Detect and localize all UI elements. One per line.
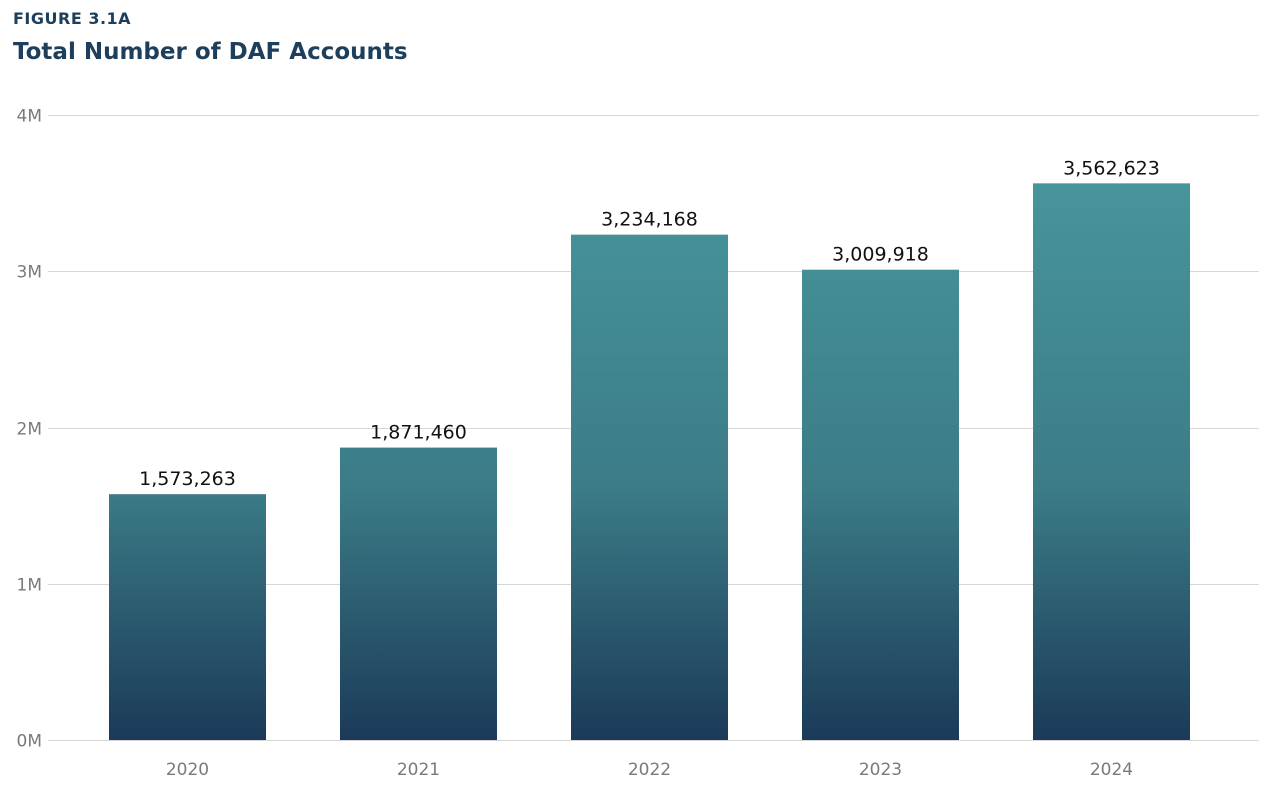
value-label-2021: 1,871,460 <box>370 422 467 444</box>
value-label-2023: 3,009,918 <box>832 244 929 266</box>
bar-2021 <box>340 447 497 740</box>
bar-2020 <box>109 494 266 740</box>
value-labels: 1,573,263 1,871,460 3,234,168 3,009,918 3,56… <box>139 157 1160 490</box>
y-tick-label: 0M <box>17 732 42 752</box>
value-label-2020: 1,573,263 <box>139 468 236 490</box>
bar-2022 <box>571 234 728 740</box>
value-label-2024: 3,562,623 <box>1063 157 1160 179</box>
y-axis-ticks: 0M 1M 2M 3M 4M <box>17 107 42 752</box>
x-tick-label-2024: 2024 <box>1090 760 1133 780</box>
y-tick-label: 4M <box>17 107 42 127</box>
x-axis-ticks: 2020 2021 2022 2023 2024 <box>166 760 1133 780</box>
bar-2024 <box>1033 183 1190 740</box>
bar-2023 <box>802 269 959 740</box>
x-tick-label-2022: 2022 <box>628 760 671 780</box>
x-tick-label-2021: 2021 <box>397 760 440 780</box>
value-label-2022: 3,234,168 <box>601 209 698 231</box>
chart-title: Total Number of DAF Accounts <box>13 39 408 65</box>
bars <box>109 183 1190 740</box>
x-tick-label-2020: 2020 <box>166 760 209 780</box>
y-tick-label: 2M <box>17 420 42 440</box>
x-tick-label-2023: 2023 <box>859 760 902 780</box>
y-tick-label: 1M <box>17 576 42 596</box>
figure-label: FIGURE 3.1A <box>13 9 132 28</box>
y-tick-label: 3M <box>17 263 42 283</box>
